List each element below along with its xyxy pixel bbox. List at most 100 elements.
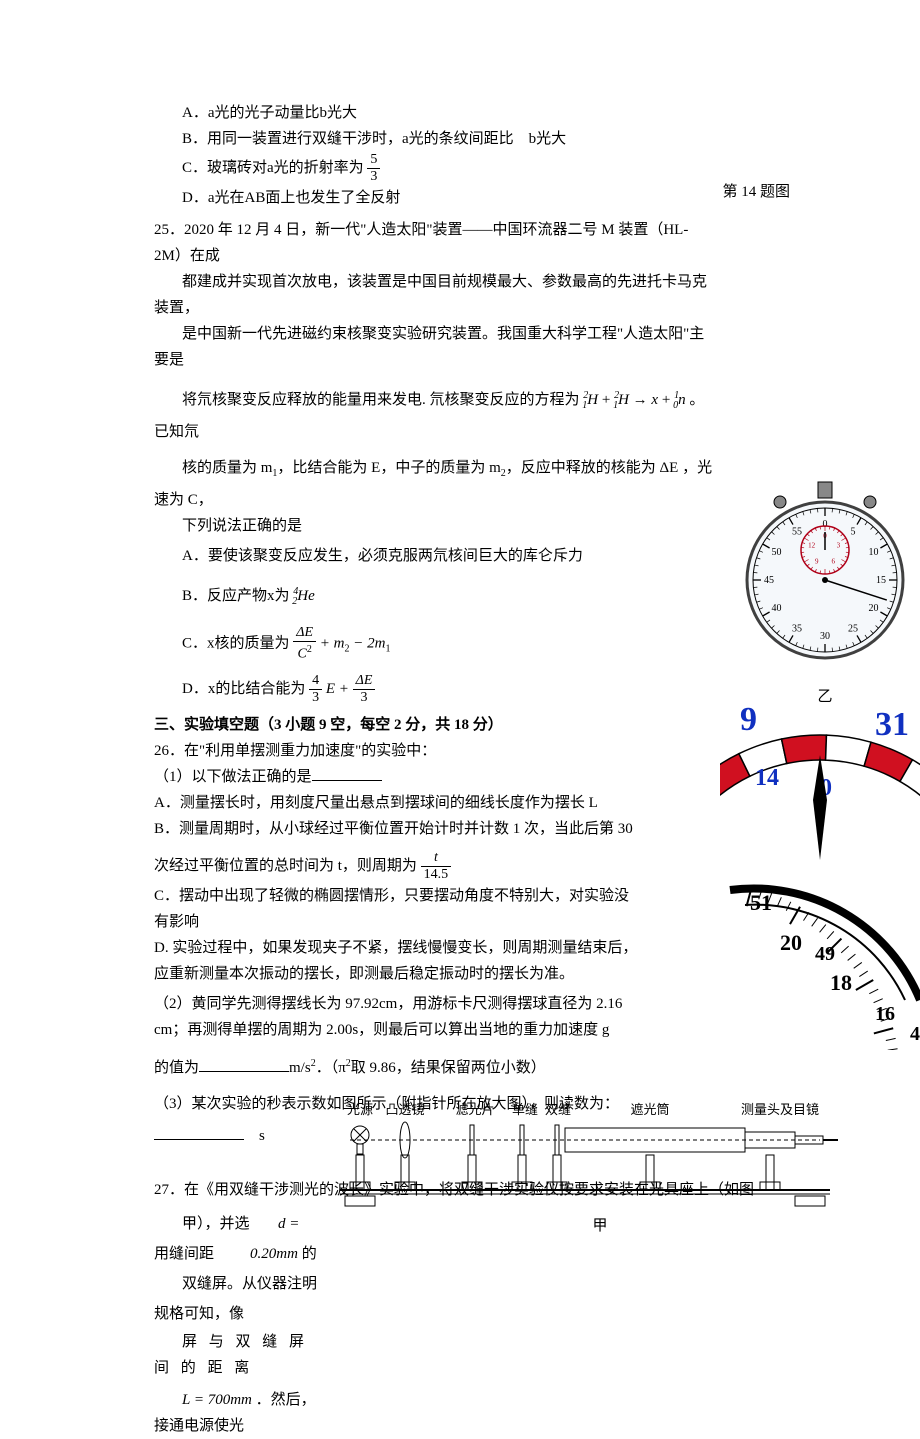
q25-option-b: B．反应产物x为 42He (154, 579, 714, 615)
sym: C (297, 647, 306, 662)
q26-p1: （1）以下做法正确的是 (154, 764, 714, 790)
svg-text:15: 15 (876, 575, 886, 586)
txt: 的 (298, 1246, 317, 1262)
expr: d = 0.20mm (250, 1216, 299, 1262)
txt: （1）以下做法正确的是 (154, 769, 312, 785)
sym: x (651, 392, 658, 408)
nuclide: 10n (674, 392, 686, 408)
q25-stem-4: 将氘核聚变反应释放的能量用来发电. 氘核聚变反应的方程为 21H + 21H →… (154, 383, 714, 445)
svg-text:9: 9 (815, 557, 819, 565)
blank-input[interactable] (199, 1058, 289, 1072)
sym: H (618, 392, 629, 408)
scale-label: 4 (910, 1023, 920, 1045)
svg-text:45: 45 (764, 575, 774, 586)
svg-text:12: 12 (808, 542, 816, 550)
q25-stem-3: 是中国新一代先进磁约束核聚变实验研究装置。我国重大科学工程"人造太阳"主要是 (154, 321, 714, 373)
txt: ，比结合能为 E，中子的质量为 m (277, 460, 500, 476)
svg-text:55: 55 (792, 527, 802, 538)
blank-input[interactable] (312, 767, 382, 781)
scale-label: 18 (830, 970, 852, 995)
txt: 将氘核聚变反应释放的能量用来发电. 氘核聚变反应的方程为 (182, 392, 580, 408)
scale-label: 20 (780, 930, 802, 955)
svg-text:滤光片: 滤光片 (455, 1102, 494, 1117)
apparatus-figure: 光源凸透镜滤光片单缝双缝遮光筒测量头及目镜 甲 (330, 1100, 840, 1245)
q24-c-prefix: C．玻璃砖对a光的折射率为 (182, 160, 364, 176)
q27-stem-2: 甲），并选用缝间距d = 0.20mm 的 (154, 1209, 324, 1269)
frac-num: t (421, 850, 452, 867)
svg-text:20: 20 (868, 603, 878, 614)
frac-den: C2 (293, 642, 316, 663)
svg-text:6: 6 (831, 557, 835, 565)
scale-zoom-figure: 51 20 49 18 16 4 (720, 880, 920, 1055)
q26-option-a: A．测量摆长时，用刻度尺量出悬点到摆球间的细线长度作为摆长 L (154, 790, 714, 816)
svg-text:35: 35 (792, 623, 802, 634)
svg-text:10: 10 (868, 547, 878, 558)
apparatus-icon: 光源凸透镜滤光片单缝双缝遮光筒测量头及目镜 甲 (330, 1100, 840, 1240)
expr: L = 700mm (182, 1392, 252, 1408)
q26-p2-a: （2）黄同学先测得摆线长为 97.92cm，用游标卡尺测得摆球直径为 2.16 (154, 991, 714, 1017)
nuclide: 21H (583, 392, 598, 408)
apparatus-caption: 甲 (592, 1218, 607, 1234)
sym: ΔE (296, 625, 313, 640)
frac: t 14.5 (421, 850, 452, 883)
svg-text:50: 50 (772, 547, 782, 558)
stopwatch-icon: 0510152025303540455055 036912 (740, 480, 910, 680)
txt: + m (320, 635, 345, 651)
q27-stem-3: 双缝屏。从仪器注明规格可知，像 (154, 1269, 324, 1329)
figure-14-label: 第 14 题图 (722, 180, 790, 201)
txt: C．x核的质量为 (182, 635, 290, 651)
stopwatch-figure: 0510152025303540455055 036912 乙 (740, 480, 910, 706)
q25-option-c: C．x核的质量为 ΔE C2 + m 2 − 2m1 (154, 625, 714, 663)
scale-label: 51 (750, 890, 772, 915)
blank-input[interactable] (154, 1126, 244, 1140)
frac-den: 3 (353, 690, 376, 706)
txt: s (259, 1128, 265, 1144)
sym: H (587, 392, 598, 408)
scale-label: 49 (815, 943, 835, 965)
frac-den: 14.5 (421, 867, 452, 883)
q26-option-d-1: D. 实验过程中，如果发现夹子不紧，摆线慢慢变长，则周期测量结束后， (154, 935, 714, 961)
sub: 1 (385, 643, 390, 654)
q24-option-c: C．玻璃砖对a光的折射率为 5 3 (154, 152, 714, 185)
q26-p2-b: cm；再测得单摆的周期为 2.00s，则最后可以算出当地的重力加速度 g (154, 1017, 714, 1043)
svg-text:凸透镜: 凸透镜 (385, 1102, 424, 1117)
q27-stem-5: L = 700mm ．然后，接通电源使光 (154, 1387, 324, 1439)
txt: − 2m (350, 635, 386, 651)
txt: 取 9.86，结果保留两位小数） (351, 1060, 546, 1076)
q26-option-c-1: C．摆动中出现了轻微的椭圆摆情形，只要摆动角度不特别大，对实验没 (154, 883, 714, 909)
frac-num: ΔE (353, 673, 376, 690)
dial-label: 31 (875, 706, 909, 743)
svg-text:测量头及目镜: 测量头及目镜 (741, 1102, 819, 1117)
txt: 次经过平衡位置的总时间为 t，则周期为 (154, 858, 417, 874)
frac-num: 4 (309, 673, 322, 690)
q26-option-b-2: 次经过平衡位置的总时间为 t，则周期为 t 14.5 (154, 850, 714, 883)
q24-option-d: D．a光在AB面上也发生了全反射 (154, 185, 714, 211)
svg-text:3: 3 (837, 542, 841, 550)
svg-text:25: 25 (848, 623, 858, 634)
dial-zoom-icon: 9 31 2 14 0 (720, 700, 920, 860)
q24-option-b: B．用同一装置进行双缝干涉时，a光的条纹间距比 b光大 (154, 126, 714, 152)
q26-option-d-2: 应重新测量本次振动的摆长，即测最后稳定振动时的摆长为准。 (154, 961, 714, 987)
q25-stem-6: 下列说法正确的是 (154, 513, 714, 539)
frac-den: 3 (367, 169, 380, 185)
svg-text:30: 30 (820, 631, 830, 642)
nuclide: 42He (293, 588, 315, 604)
txt: ．（π (316, 1060, 346, 1076)
q27-stem-4: 屏 与 双 缝 屏 间 的 距 离 (154, 1329, 324, 1381)
frac-num: 5 (367, 152, 380, 169)
section-3-heading: 三、实验填空题（3 小题 9 空，每空 2 分，共 18 分） (154, 712, 714, 738)
sym: He (297, 588, 315, 604)
frac-den: 3 (309, 690, 322, 706)
svg-text:40: 40 (772, 603, 782, 614)
q26-option-c-2: 有影响 (154, 909, 714, 935)
q25-stem-1: 25．2020 年 12 月 4 日，新一代"人造太阳"装置——中国环流器二号 … (154, 217, 714, 269)
txt: D．x的比结合能为 (182, 681, 305, 697)
q24-option-a: A．a光的光子动量比b光大 (154, 100, 714, 126)
svg-text:单缝: 单缝 (512, 1102, 538, 1117)
svg-text:光源: 光源 (347, 1102, 373, 1117)
frac-num: ΔE (293, 625, 316, 642)
q25-stem-2: 都建成并实现首次放电，该装置是中国目前规模最大、参数最高的先进托卡马克装置， (154, 269, 714, 321)
txt: 核的质量为 m (182, 460, 272, 476)
sup: 2 (307, 644, 312, 655)
txt: 的值为 (154, 1060, 199, 1076)
